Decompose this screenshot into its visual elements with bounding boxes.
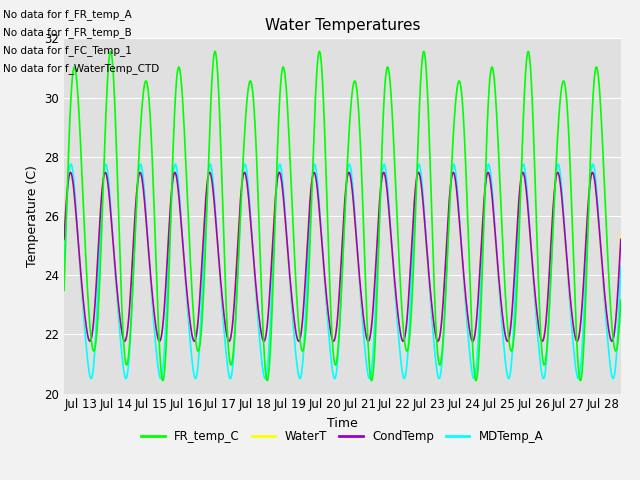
MDTemp_A [499, 334, 507, 339]
Line: CondTemp: CondTemp [64, 172, 621, 341]
WaterT [86, 338, 93, 344]
MDTemp_A [601, 304, 609, 310]
Line: MDTemp_A: MDTemp_A [64, 164, 621, 379]
CondTemp [601, 294, 609, 300]
FR_temp_C [602, 199, 609, 204]
MDTemp_A [89, 371, 97, 376]
CondTemp [171, 169, 179, 175]
FR_temp_C [88, 345, 96, 351]
FR_temp_C [331, 362, 339, 368]
WaterT [89, 325, 97, 331]
FR_temp_C [316, 48, 323, 54]
CondTemp [617, 237, 625, 242]
Line: WaterT: WaterT [64, 172, 621, 341]
WaterT [617, 232, 625, 238]
MDTemp_A [227, 376, 234, 382]
CondTemp [89, 327, 97, 333]
WaterT [499, 319, 507, 325]
Text: No data for f_FC_Temp_1: No data for f_FC_Temp_1 [3, 45, 132, 56]
FR_temp_C [577, 378, 584, 384]
FR_temp_C [499, 240, 506, 246]
MDTemp_A [67, 161, 75, 167]
Line: FR_temp_C: FR_temp_C [64, 51, 621, 381]
CondTemp [86, 338, 93, 344]
CondTemp [317, 223, 324, 228]
Legend: FR_temp_C, WaterT, CondTemp, MDTemp_A: FR_temp_C, WaterT, CondTemp, MDTemp_A [136, 426, 548, 448]
WaterT [241, 169, 248, 175]
Y-axis label: Temperature (C): Temperature (C) [26, 165, 38, 267]
CondTemp [60, 237, 68, 242]
FR_temp_C [316, 51, 324, 57]
WaterT [317, 226, 324, 232]
WaterT [60, 232, 68, 238]
WaterT [602, 300, 609, 306]
FR_temp_C [617, 298, 625, 303]
WaterT [601, 297, 609, 303]
FR_temp_C [601, 192, 609, 198]
Text: No data for f_FR_temp_A: No data for f_FR_temp_A [3, 9, 132, 20]
CondTemp [499, 317, 507, 323]
MDTemp_A [332, 375, 339, 381]
MDTemp_A [60, 264, 68, 269]
CondTemp [602, 297, 609, 303]
MDTemp_A [317, 220, 324, 226]
X-axis label: Time: Time [327, 417, 358, 430]
WaterT [332, 332, 339, 338]
Title: Water Temperatures: Water Temperatures [265, 18, 420, 33]
CondTemp [332, 334, 339, 340]
FR_temp_C [60, 288, 68, 293]
MDTemp_A [602, 307, 609, 313]
Text: No data for f_WaterTemp_CTD: No data for f_WaterTemp_CTD [3, 63, 159, 74]
MDTemp_A [617, 264, 625, 269]
Text: No data for f_FR_temp_B: No data for f_FR_temp_B [3, 27, 132, 38]
